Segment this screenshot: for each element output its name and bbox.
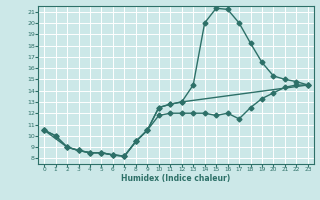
- X-axis label: Humidex (Indice chaleur): Humidex (Indice chaleur): [121, 174, 231, 183]
